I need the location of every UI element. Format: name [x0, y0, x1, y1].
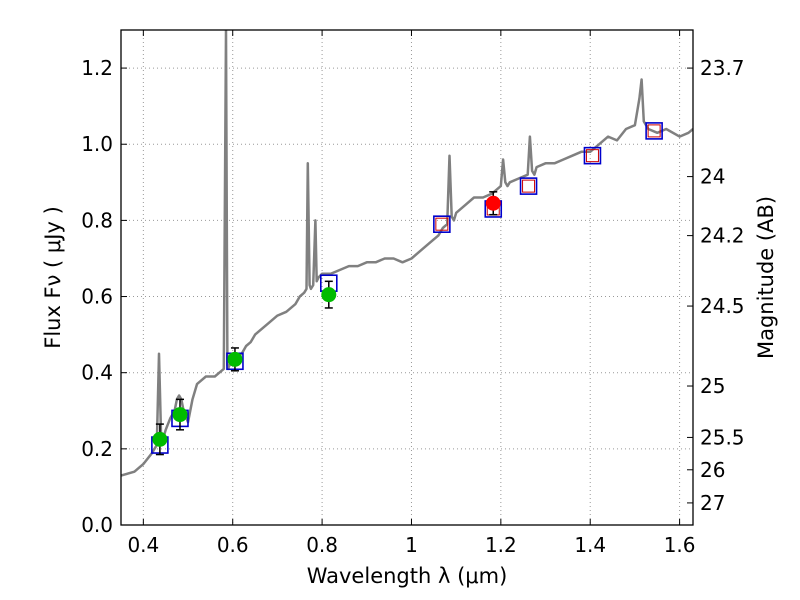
nir-inner-box-marker: [522, 179, 536, 193]
nir-inner-box-marker: [647, 124, 661, 138]
magnitude-tick-label: 26: [700, 458, 725, 482]
x-tick-label: 1.2: [485, 533, 517, 557]
y-axis-label: Flux Fν ( μJy ): [41, 206, 65, 349]
y-tick-label: 1.2: [81, 56, 113, 80]
x-tick-label: 1.6: [664, 533, 696, 557]
nir-data-point: [485, 195, 501, 211]
x-tick-label: 1: [405, 533, 418, 557]
observed-photometry-layer: [152, 191, 501, 456]
right-axis-label: Magnitude (AB): [754, 196, 778, 359]
model-spectrum-layer: [121, 30, 693, 477]
model-spectrum-line: [121, 30, 693, 477]
magnitude-tick-label: 25: [700, 374, 725, 398]
y-tick-label: 0.8: [81, 208, 113, 232]
optical-data-point: [321, 287, 337, 303]
magnitude-tick-label: 23.7: [700, 56, 745, 80]
magnitude-tick-label: 24.5: [700, 294, 745, 318]
axis-ticks: 0.4 0.6 0.8 1 1.2 1.4 1.6 0.0 0.2 0.4 0.6 0.8 1.0 1.2…: [81, 30, 745, 557]
y-tick-label: 0.0: [81, 513, 113, 537]
optical-data-point: [172, 407, 188, 423]
synthetic-box-marker: [433, 215, 451, 233]
magnitude-tick-label: 27: [700, 491, 725, 515]
y-tick-label: 1.0: [81, 132, 113, 156]
x-tick-label: 0.8: [306, 533, 338, 557]
optical-data-point: [152, 431, 168, 447]
synthetic-photometry-layer: [151, 122, 663, 454]
synthetic-box-marker: [645, 122, 663, 140]
magnitude-tick-label: 25.5: [700, 425, 745, 449]
magnitude-tick-label: 24: [700, 165, 725, 189]
x-tick-label: 1.4: [574, 533, 606, 557]
nir-inner-box-marker: [435, 217, 449, 231]
synthetic-box-marker: [583, 146, 602, 165]
plot-frame: [120, 29, 694, 526]
x-tick-label: 0.4: [127, 533, 159, 557]
y-tick-label: 0.6: [81, 285, 113, 309]
plot-area: [121, 30, 693, 525]
x-tick-label: 0.6: [217, 533, 249, 557]
y-tick-label: 0.4: [81, 361, 113, 385]
synthetic-box-marker: [519, 177, 538, 195]
optical-data-point: [227, 351, 243, 367]
x-axis-label: Wavelength λ (μm): [307, 564, 508, 588]
nir-inner-box-marker: [585, 149, 599, 163]
axis-labels: Wavelength λ (μm) Flux Fν ( μJy ) Magnitud…: [41, 196, 778, 588]
y-tick-label: 0.2: [81, 437, 113, 461]
magnitude-tick-label: 24.2: [700, 224, 745, 248]
